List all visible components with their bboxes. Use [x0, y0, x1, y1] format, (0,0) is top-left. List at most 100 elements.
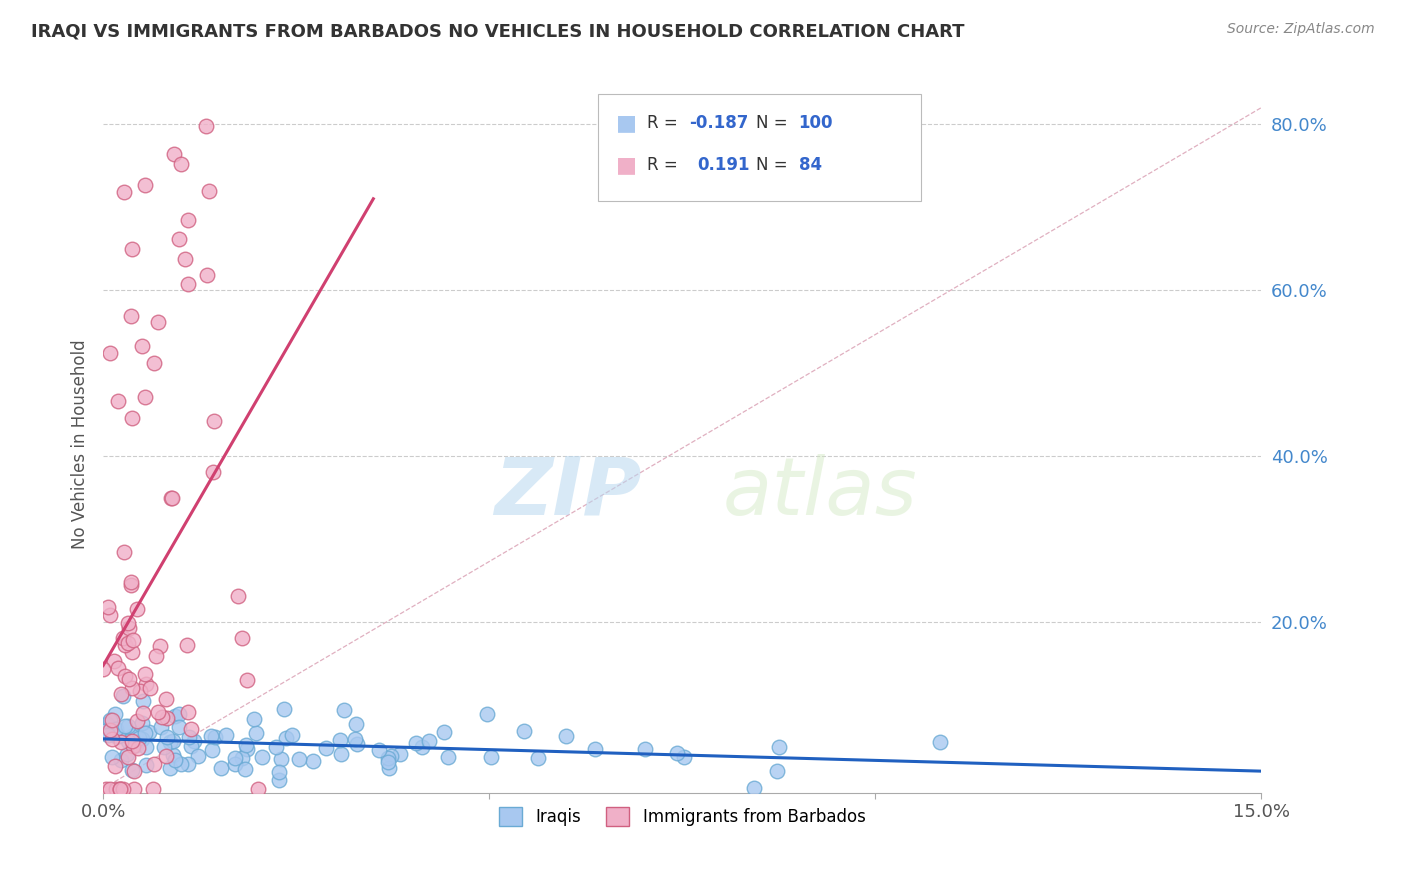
Point — [267, 765, 290, 780]
Point — [176, 277, 198, 291]
Point — [134, 667, 156, 681]
Point — [108, 781, 131, 796]
Text: R =: R = — [647, 114, 678, 132]
Text: 84: 84 — [799, 156, 821, 174]
Text: N =: N = — [756, 114, 787, 132]
Point — [329, 733, 352, 747]
Point — [131, 716, 153, 731]
Point — [98, 713, 121, 727]
Point — [117, 621, 139, 635]
Point — [101, 750, 124, 764]
Point — [274, 731, 297, 746]
Point — [215, 728, 238, 742]
Point — [197, 185, 219, 199]
Point — [118, 672, 141, 686]
Point — [129, 684, 152, 698]
Point — [107, 730, 129, 744]
Point — [159, 734, 181, 748]
Point — [231, 632, 253, 646]
Point — [280, 728, 302, 742]
Point — [170, 756, 193, 771]
Point — [201, 466, 224, 480]
Point — [93, 723, 115, 738]
Text: R =: R = — [647, 156, 678, 174]
Point — [266, 739, 288, 754]
Point — [121, 633, 143, 648]
Point — [346, 737, 368, 751]
Point — [187, 749, 209, 764]
Point — [344, 717, 367, 731]
Point — [117, 749, 139, 764]
Point — [167, 706, 190, 721]
Point — [583, 741, 606, 756]
Point — [122, 739, 145, 753]
Point — [135, 758, 157, 772]
Point — [475, 706, 498, 721]
Point — [98, 346, 121, 360]
Point — [411, 739, 433, 754]
Point — [177, 706, 200, 720]
Point — [149, 720, 172, 734]
Point — [150, 709, 173, 723]
Point — [235, 738, 257, 752]
Point — [104, 759, 127, 773]
Point — [173, 252, 195, 267]
Point — [377, 751, 399, 765]
Text: 100: 100 — [799, 114, 834, 132]
Point — [247, 781, 270, 796]
Point — [269, 773, 291, 788]
Point — [155, 749, 177, 764]
Point — [176, 638, 198, 652]
Point — [122, 764, 145, 778]
Point — [134, 725, 156, 739]
Point — [114, 719, 136, 733]
Point — [91, 662, 114, 676]
Point — [125, 738, 148, 752]
Point — [377, 755, 399, 769]
Point — [368, 743, 391, 757]
Text: IRAQI VS IMMIGRANTS FROM BARBADOS NO VEHICLES IN HOUSEHOLD CORRELATION CHART: IRAQI VS IMMIGRANTS FROM BARBADOS NO VEH… — [31, 22, 965, 40]
Point — [97, 600, 120, 615]
Point — [156, 711, 179, 725]
Point — [418, 734, 440, 748]
Point — [165, 709, 187, 723]
Point — [236, 673, 259, 687]
Point — [128, 731, 150, 745]
Text: 0.191: 0.191 — [697, 156, 749, 174]
Point — [104, 722, 127, 736]
Point — [120, 574, 142, 589]
Point — [243, 713, 266, 727]
Point — [437, 749, 460, 764]
Point — [107, 660, 129, 674]
Point — [111, 781, 134, 796]
Point — [201, 742, 224, 756]
Point — [177, 212, 200, 227]
Point — [180, 739, 202, 754]
Point — [673, 750, 696, 764]
Point — [104, 706, 127, 721]
Point — [183, 733, 205, 747]
Point — [195, 268, 218, 282]
Point — [167, 721, 190, 735]
Point — [145, 648, 167, 663]
Point — [121, 681, 143, 695]
Text: ZIP: ZIP — [495, 454, 641, 532]
Point — [131, 339, 153, 353]
Point — [204, 730, 226, 744]
Point — [177, 730, 200, 744]
Text: -0.187: -0.187 — [689, 114, 748, 132]
Point — [513, 723, 536, 738]
Point — [110, 753, 132, 767]
Point — [405, 736, 427, 750]
Point — [153, 740, 176, 755]
Point — [163, 147, 186, 161]
Point — [235, 742, 257, 756]
Point — [555, 729, 578, 743]
Text: Source: ZipAtlas.com: Source: ZipAtlas.com — [1227, 22, 1375, 37]
Point — [202, 414, 225, 428]
Point — [160, 491, 183, 505]
Point — [101, 732, 124, 747]
Point — [110, 735, 132, 749]
Point — [315, 741, 337, 756]
Point — [142, 781, 165, 796]
